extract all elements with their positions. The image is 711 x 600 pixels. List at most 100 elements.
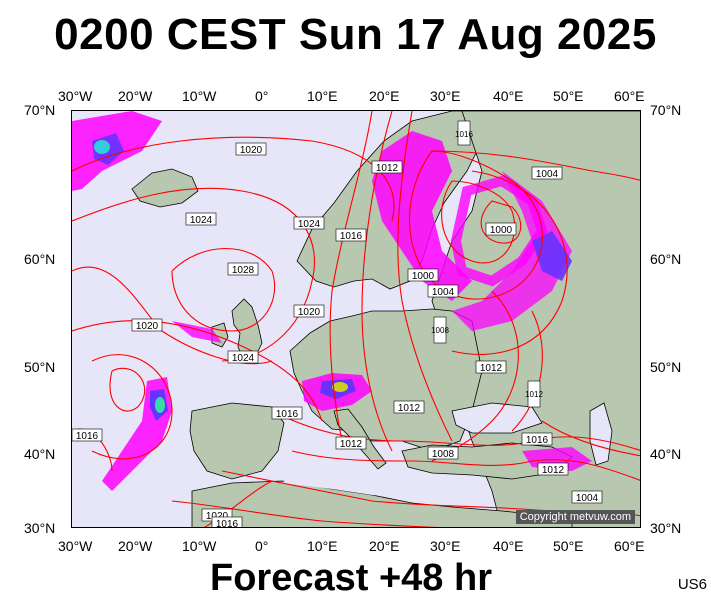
lon-label: 10°W [182,88,217,104]
lat-label: 40°N [24,446,56,462]
rain-core [332,382,348,392]
isobar-line [291,450,640,481]
lon-label: 30°E [430,538,461,554]
forecast-label: Forecast +48 hr [210,557,492,599]
isobar-line [511,310,543,432]
isobar-label: 1020 [131,318,163,332]
isobar-line [171,247,276,332]
isobar-label: 1016 [335,228,367,242]
isobar-line [329,111,373,442]
svg-text:1016: 1016 [216,519,239,528]
svg-text:1024: 1024 [298,219,321,230]
svg-text:1012: 1012 [340,439,363,450]
isobar-line [431,150,640,181]
lon-label: 10°E [307,538,338,554]
lon-label: 60°E [614,538,645,554]
svg-text:1020: 1020 [298,307,321,318]
lon-label: 40°E [493,538,524,554]
lat-label: 70°N [650,102,682,118]
isobar-label: 1000 [485,222,517,236]
lat-label: 60°N [650,251,682,267]
water-caspian [589,402,613,466]
isobar-label: 1012 [475,360,507,374]
rain-core [94,140,110,154]
isobar-label: 1024 [227,350,259,364]
map-frame: 1020 1024 1028 1020 1024 1020 1016 1024 … [71,110,641,528]
svg-text:1004: 1004 [432,287,455,298]
lon-label: 30°W [58,538,93,554]
isobar-label: 1024 [293,216,325,230]
isobar-line [480,200,522,244]
isobar-label: 1012 [525,380,543,408]
isobar-line [541,420,640,457]
isobar-line [204,480,273,527]
region-code: US6 [677,576,707,593]
land-iceland [131,168,199,208]
land-iberia [189,402,285,480]
lon-label: 20°E [369,538,400,554]
svg-text:1028: 1028 [232,265,255,276]
isobar-line [271,410,640,451]
map-title: 0200 CEST Sun 17 Aug 2025 [54,10,657,59]
svg-text:1020: 1020 [240,145,263,156]
svg-text:1004: 1004 [536,169,559,180]
isobar-line [171,500,437,527]
svg-text:1016: 1016 [455,130,473,139]
isobar-label: 1004 [427,284,459,298]
svg-text:1024: 1024 [232,353,255,364]
svg-text:1016: 1016 [340,231,363,242]
isobar-labels: 1020 1024 1028 1020 1024 1020 1016 1024 … [72,120,603,528]
svg-text:1012: 1012 [525,390,543,399]
lon-label: 50°E [553,538,584,554]
isobar-label: 1020 [235,142,267,156]
rain-core [155,397,165,413]
isobar-line [91,354,173,460]
lat-label: 40°N [650,446,682,462]
isobar-label: 1004 [571,490,603,504]
isobar-label: 1024 [185,212,217,226]
isobar-label: 1008 [431,316,449,344]
lat-label: 30°N [650,520,682,536]
lon-label: 50°E [553,88,584,104]
isobar-label: 1004 [531,166,563,180]
lon-label: 30°W [58,88,93,104]
isobar-label: 1020 [293,304,325,318]
svg-text:1000: 1000 [490,225,513,236]
svg-text:1012: 1012 [376,163,399,174]
isobar-label: 1012 [393,400,425,414]
isobar-label: 1012 [537,462,569,476]
lon-label: 60°E [614,88,645,104]
svg-text:1008: 1008 [431,326,449,335]
lon-label: 20°E [369,88,400,104]
svg-text:1020: 1020 [136,321,159,332]
isobar-line [109,367,146,412]
rain-area [372,131,472,301]
lat-label: 50°N [650,359,682,375]
land-britain [231,298,263,360]
lon-label: 0° [255,88,269,104]
isobar-label: 1016 [211,516,243,528]
isobar-label: 1008 [427,446,459,460]
water-black-sea [451,402,543,434]
water-mediterranean [282,461,442,499]
svg-text:1000: 1000 [412,271,435,282]
lon-label: 10°E [307,88,338,104]
copyright-badge[interactable]: Copyright metvuw.com [515,510,635,524]
lat-label: 50°N [24,359,56,375]
lon-label: 0° [255,538,269,554]
svg-text:1008: 1008 [432,449,455,460]
rain-area [452,171,572,331]
isobar-line [441,180,516,264]
svg-text:1020: 1020 [206,511,229,522]
isobar-line [72,136,395,222]
lat-label: 70°N [24,102,56,118]
svg-text:1004: 1004 [576,493,599,504]
isobar-label: 1016 [72,428,103,442]
svg-text:1012: 1012 [398,403,421,414]
isobar-label: 1028 [227,262,259,276]
isobar-label: 1016 [455,120,473,146]
isobar-label: 1012 [335,436,367,450]
svg-text:1012: 1012 [480,363,503,374]
lon-label: 40°E [493,88,524,104]
lat-label: 60°N [24,251,56,267]
